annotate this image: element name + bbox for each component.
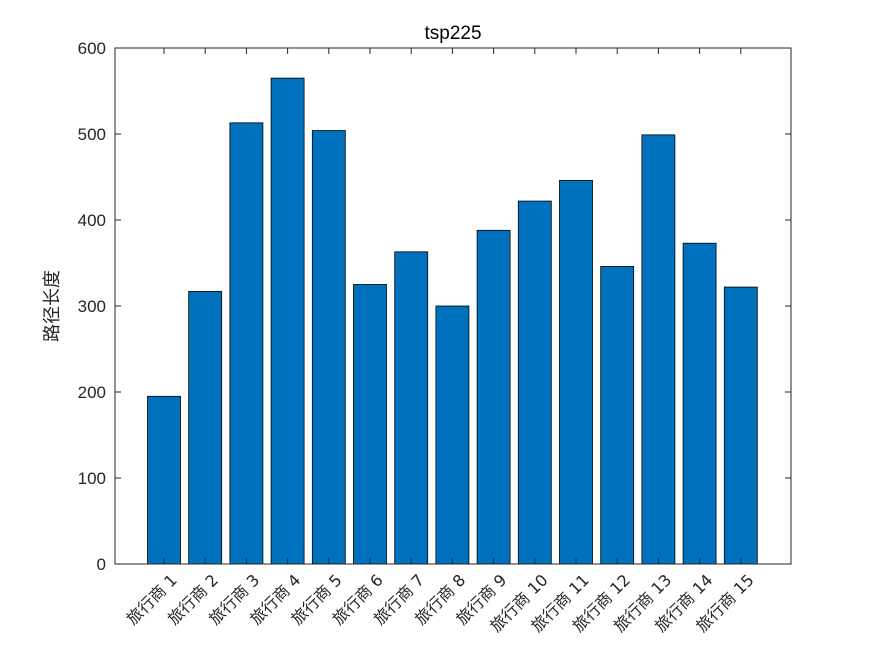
- bar-14: [682, 242, 717, 565]
- chart-title: tsp225: [424, 23, 481, 44]
- bar-7: [394, 251, 429, 565]
- y-tick-label: 300: [78, 297, 106, 316]
- bar-3: [229, 122, 264, 565]
- y-tick-label: 200: [78, 383, 106, 402]
- y-axis-label: 路径长度: [42, 270, 63, 342]
- bar-11: [559, 180, 593, 565]
- bar-4: [270, 77, 305, 565]
- y-tick-label: 0: [97, 555, 106, 574]
- bar-13: [641, 134, 676, 565]
- bar-5: [311, 130, 346, 565]
- bar-1: [147, 395, 181, 565]
- bars-group: [147, 77, 758, 565]
- bar-10: [517, 200, 552, 565]
- y-axis: 0 100 200 300 400 500 600: [78, 39, 791, 574]
- y-tick-label: 400: [78, 211, 106, 230]
- bar-8: [435, 305, 470, 565]
- bar-9: [476, 229, 511, 565]
- bar-12: [600, 266, 635, 565]
- bar-2: [188, 290, 223, 565]
- y-tick-label: 600: [78, 39, 106, 58]
- y-tick-label: 100: [78, 469, 106, 488]
- bar-15: [723, 286, 758, 565]
- y-tick-label: 500: [78, 125, 106, 144]
- bar-6: [353, 284, 387, 565]
